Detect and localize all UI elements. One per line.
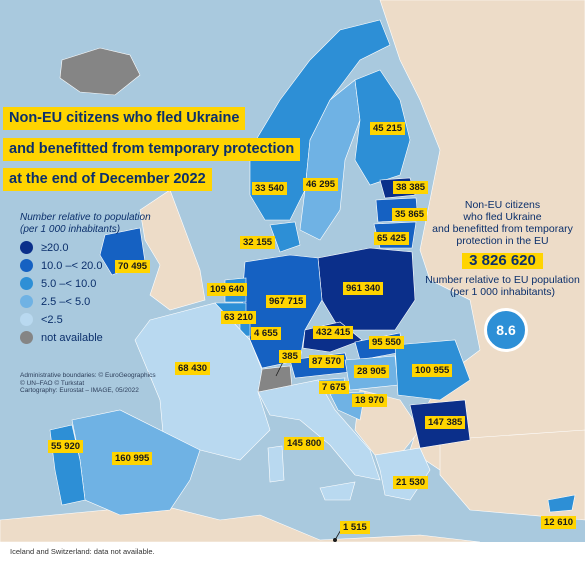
summary-line-4: protection in the EU	[456, 235, 549, 247]
label-spain: 160 995	[112, 452, 153, 465]
title-line-2: and benefitted from temporary protection	[3, 138, 301, 161]
label-romania: 100 955	[412, 364, 453, 377]
legend-label-3: 5.0 –< 10.0	[41, 277, 97, 290]
cyprus	[547, 494, 576, 513]
legend-row-5: <2.5	[20, 313, 190, 326]
label-sweden: 46 295	[303, 178, 339, 191]
legend-label-5: <2.5	[41, 313, 63, 326]
label-ireland: 70 495	[115, 260, 151, 273]
label-luxembourg: 4 655	[251, 327, 281, 340]
legend-swatch-3	[20, 277, 33, 290]
label-austria: 87 570	[309, 355, 345, 368]
label-italy: 145 800	[284, 437, 325, 450]
legend-label-6: not available	[41, 331, 103, 344]
summary-line-1: Non-EU citizens	[464, 199, 541, 211]
legend-label-4: 2.5 –< 5.0	[41, 295, 91, 308]
legend-heading-1: Number relative to population	[20, 212, 151, 223]
label-belgium: 63 210	[221, 311, 257, 324]
label-croatia: 18 970	[352, 394, 388, 407]
label-france: 68 430	[175, 362, 211, 375]
label-poland: 961 340	[343, 282, 384, 295]
credits-line-2: © UN–FAO © Turkstat	[20, 379, 85, 387]
label-cyprus: 12 610	[541, 516, 577, 529]
title-line-1: Non-EU citizens who fled Ukraine	[3, 107, 246, 130]
denmark	[269, 221, 301, 253]
legend-swatch-1	[20, 241, 33, 254]
label-germany: 967 715	[266, 295, 307, 308]
label-greece: 21 530	[393, 476, 429, 489]
title-line-3: at the end of December 2022	[3, 168, 212, 191]
label-finland: 45 215	[370, 122, 406, 135]
summary-line-3: and benefitted from temporary	[432, 223, 573, 235]
sweden	[299, 79, 361, 241]
legend-row-4: 2.5 –< 5.0	[20, 295, 190, 308]
legend-heading-2: (per 1 000 inhabitants)	[20, 224, 121, 235]
legend-row-1: ≥20.0	[20, 241, 190, 254]
label-lithuania: 65 425	[374, 232, 410, 245]
label-latvia: 35 865	[392, 208, 428, 221]
eu-summary: Non-EU citizens who fled Ukraine and ben…	[420, 199, 585, 298]
label-estonia: 38 385	[393, 181, 429, 194]
legend: Number relative to population (per 1 000…	[20, 212, 190, 344]
label-portugal: 55 920	[48, 440, 84, 453]
legend-row-6: not available	[20, 331, 190, 344]
legend-swatch-2	[20, 259, 33, 272]
label-liechtenstein: 385	[279, 350, 301, 363]
eu-rate-badge: 8.6	[484, 308, 528, 352]
credits: Administrative boundaries: © EuroGeograp…	[20, 372, 156, 395]
legend-row-2: 10.0 –< 20.0	[20, 259, 190, 272]
summary-rel-line-1: Number relative to EU population	[425, 274, 580, 286]
label-bulgaria: 147 385	[425, 416, 466, 429]
summary-line-2: who fled Ukraine	[463, 211, 542, 223]
italy	[257, 379, 381, 481]
france	[134, 302, 271, 461]
label-slovakia: 95 550	[369, 336, 405, 349]
label-slovenia: 7 675	[319, 381, 349, 394]
credits-line-3: Cartography: Eurostat – IMAGE, 05/2022	[20, 387, 139, 394]
legend-label-1: ≥20.0	[41, 241, 69, 254]
label-malta: 1 515	[340, 521, 370, 534]
legend-swatch-5	[20, 313, 33, 326]
footer-note: Iceland and Switzerland: data not availa…	[10, 547, 155, 556]
sardinia	[267, 445, 285, 483]
label-czechia: 432 415	[313, 326, 354, 339]
footer: Iceland and Switzerland: data not availa…	[0, 542, 585, 561]
legend-swatch-4	[20, 295, 33, 308]
eu-total: 3 826 620	[462, 253, 543, 269]
credits-line-1: Administrative boundaries: © EuroGeograp…	[20, 372, 156, 379]
label-netherlands: 109 640	[207, 283, 248, 296]
legend-label-2: 10.0 –< 20.0	[41, 259, 103, 272]
label-denmark: 32 155	[240, 236, 276, 249]
legend-swatch-6	[20, 331, 33, 344]
label-norway: 33 540	[252, 182, 288, 195]
iceland	[59, 47, 141, 96]
turkey-land	[439, 429, 585, 521]
uk-land	[139, 189, 206, 311]
sicily	[319, 481, 356, 501]
legend-row-3: 5.0 –< 10.0	[20, 277, 190, 290]
label-hungary: 28 905	[354, 365, 390, 378]
summary-rel-line-2: (per 1 000 inhabitants)	[449, 286, 556, 298]
